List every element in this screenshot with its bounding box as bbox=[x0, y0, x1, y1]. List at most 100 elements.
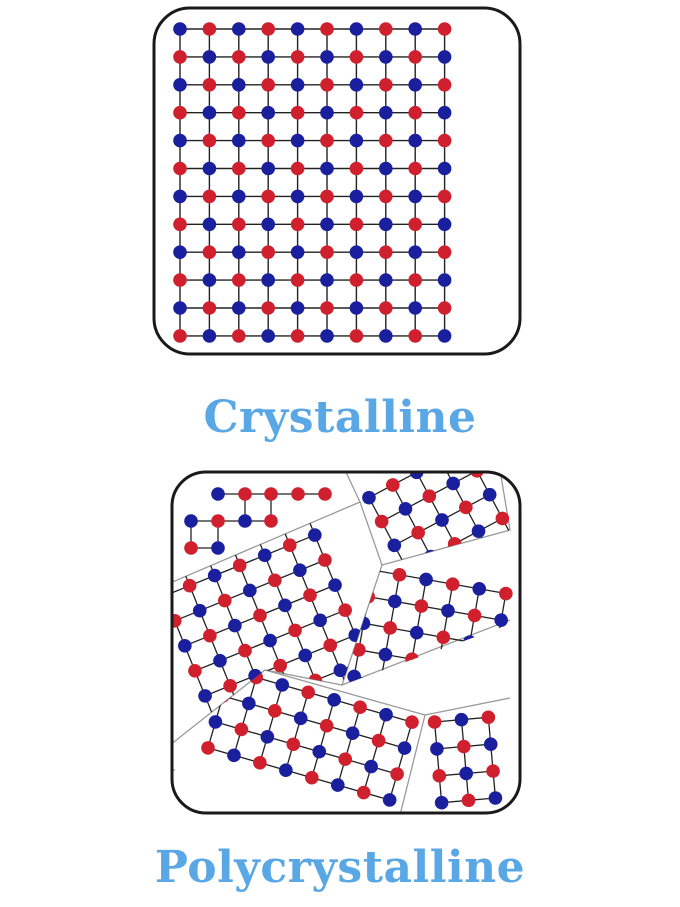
crystalline-lattice-diagram bbox=[152, 6, 522, 356]
atom-blue bbox=[232, 133, 246, 148]
atom-blue bbox=[320, 217, 334, 232]
atom-red bbox=[408, 50, 423, 64]
atom-red bbox=[437, 189, 452, 204]
atom-red bbox=[202, 22, 217, 36]
atom-red bbox=[173, 50, 187, 64]
atom-red bbox=[318, 553, 332, 567]
atom-blue bbox=[379, 707, 393, 722]
atom-blue bbox=[312, 744, 327, 759]
atom-blue bbox=[378, 647, 393, 662]
atom-red bbox=[290, 273, 305, 287]
atom-blue bbox=[207, 568, 222, 583]
atom-blue bbox=[459, 766, 473, 781]
atom-blue bbox=[173, 22, 187, 36]
atom-red bbox=[383, 621, 397, 635]
atom-blue bbox=[290, 245, 305, 259]
atom-red bbox=[288, 623, 302, 638]
atom-blue bbox=[192, 603, 207, 618]
atom-blue bbox=[173, 133, 187, 148]
atom-red bbox=[408, 217, 423, 232]
atom-red bbox=[481, 710, 496, 725]
grain-bottom-right bbox=[427, 710, 503, 810]
atom-red bbox=[320, 189, 334, 204]
atom-red bbox=[202, 245, 217, 259]
atom-blue bbox=[290, 189, 305, 204]
atom-blue bbox=[308, 528, 322, 542]
atom-blue bbox=[260, 730, 275, 744]
atom-red bbox=[201, 741, 215, 755]
atom-blue bbox=[211, 487, 225, 501]
bond-line bbox=[337, 707, 361, 786]
atom-blue bbox=[471, 524, 486, 538]
atom-blue bbox=[364, 759, 378, 774]
atom-red bbox=[238, 643, 252, 658]
atom-blue bbox=[408, 133, 423, 148]
atom-blue bbox=[333, 663, 348, 678]
atom-red bbox=[301, 685, 315, 700]
atom-red bbox=[202, 78, 217, 92]
atom-red bbox=[379, 189, 393, 204]
atom-blue bbox=[202, 273, 217, 287]
atom-red bbox=[445, 577, 460, 591]
atom-red bbox=[338, 603, 352, 617]
atom-blue bbox=[293, 563, 307, 578]
atom-blue bbox=[454, 712, 469, 727]
atom-red bbox=[202, 301, 217, 315]
atom-red bbox=[318, 487, 332, 501]
atom-blue bbox=[379, 105, 393, 120]
atom-blue bbox=[202, 50, 217, 64]
atom-red bbox=[202, 133, 217, 148]
atom-blue bbox=[437, 217, 452, 232]
atom-red bbox=[436, 630, 451, 645]
atom-red bbox=[290, 161, 305, 176]
atom-red bbox=[172, 613, 182, 628]
atom-red bbox=[353, 700, 367, 715]
atom-red bbox=[408, 273, 423, 287]
atom-blue bbox=[483, 737, 498, 751]
atom-red bbox=[408, 105, 423, 120]
atom-red bbox=[437, 245, 452, 259]
atom-blue bbox=[382, 793, 397, 807]
atom-blue bbox=[320, 105, 334, 120]
atom-red bbox=[303, 588, 317, 603]
atom-red bbox=[437, 133, 452, 148]
grain-boundary-line bbox=[381, 472, 511, 566]
atom-blue bbox=[435, 513, 449, 527]
polycrystalline-panel bbox=[170, 470, 522, 815]
atom-red bbox=[203, 628, 217, 643]
grain-bottom-center bbox=[201, 670, 419, 807]
atom-red bbox=[173, 105, 187, 120]
atom-blue bbox=[243, 583, 257, 598]
atom-red bbox=[437, 301, 452, 315]
atom-red bbox=[356, 785, 371, 800]
atom-red bbox=[232, 105, 246, 120]
atom-red bbox=[437, 22, 452, 36]
atom-blue bbox=[238, 514, 252, 528]
atom-blue bbox=[434, 795, 449, 810]
atom-red bbox=[286, 737, 301, 752]
atom-blue bbox=[261, 329, 275, 343]
atom-red bbox=[184, 541, 198, 555]
atom-red bbox=[188, 664, 202, 678]
atom-blue bbox=[441, 603, 455, 618]
atom-blue bbox=[263, 633, 277, 648]
atom-red bbox=[379, 301, 393, 315]
grain-boundary-line bbox=[424, 697, 511, 716]
atom-red bbox=[232, 50, 246, 64]
atom-blue bbox=[437, 161, 452, 176]
atom-red bbox=[461, 793, 476, 808]
atom-blue bbox=[202, 329, 217, 343]
atom-blue bbox=[349, 245, 364, 259]
atom-red bbox=[282, 538, 297, 552]
atom-blue bbox=[202, 161, 217, 176]
atom-blue bbox=[349, 22, 364, 36]
atom-red bbox=[223, 678, 237, 693]
atom-red bbox=[320, 301, 334, 315]
atom-red bbox=[470, 472, 484, 478]
crystalline-atoms bbox=[173, 22, 452, 343]
atom-blue bbox=[261, 105, 275, 120]
atom-red bbox=[261, 78, 275, 92]
atom-blue bbox=[408, 189, 423, 204]
atom-red bbox=[349, 273, 364, 287]
atom-red bbox=[182, 578, 197, 593]
